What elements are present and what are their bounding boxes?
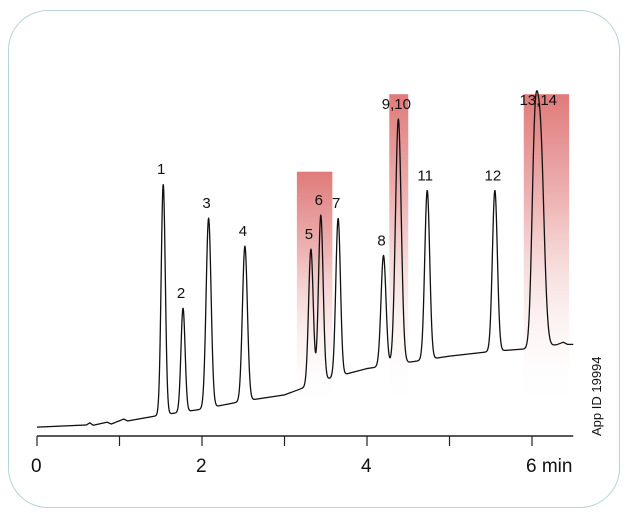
highlight-region-2	[389, 94, 409, 408]
peak-label-4: 4	[239, 223, 247, 240]
x-tick-label-6: 6 min	[526, 456, 572, 477]
peak-label-1: 1	[157, 161, 165, 178]
peak-label-9: 9,10	[382, 96, 411, 113]
x-tick-label-2: 2	[196, 456, 207, 477]
peak-label-7: 7	[332, 195, 340, 212]
peak-label-11: 12	[485, 167, 502, 184]
chromatogram-trace	[36, 90, 574, 428]
peak-label-6: 6	[315, 192, 323, 209]
peak-label-8: 8	[377, 232, 385, 249]
x-axis-ticks: 0 2 4 6 min	[31, 436, 572, 477]
peak-label-10: 11	[417, 167, 433, 184]
x-tick-label-0: 0	[31, 456, 42, 477]
x-tick-label-4: 4	[361, 456, 372, 477]
peak-label-2: 2	[177, 285, 185, 302]
peak-label-3: 3	[202, 195, 210, 212]
peak-label-5: 5	[305, 226, 313, 243]
peak-label-12: 13,14	[519, 92, 557, 109]
app-id-label: App ID 19994	[589, 356, 604, 436]
highlight-regions	[296, 94, 570, 408]
